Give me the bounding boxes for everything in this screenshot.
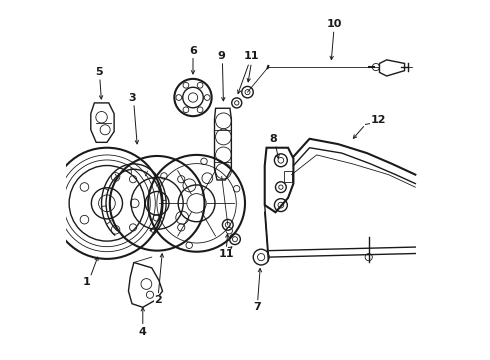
Text: 11: 11 <box>244 51 259 61</box>
Text: 4: 4 <box>139 327 147 337</box>
Text: 12: 12 <box>370 115 386 125</box>
Text: 2: 2 <box>154 295 162 305</box>
Text: 3: 3 <box>128 93 136 103</box>
Text: 7: 7 <box>253 302 261 312</box>
Text: 10: 10 <box>326 19 342 29</box>
Text: 5: 5 <box>95 67 102 77</box>
Text: 9: 9 <box>218 51 225 61</box>
Text: 8: 8 <box>269 134 277 144</box>
Text: 1: 1 <box>83 277 90 287</box>
Text: 6: 6 <box>189 46 197 56</box>
Text: 11: 11 <box>219 248 234 258</box>
